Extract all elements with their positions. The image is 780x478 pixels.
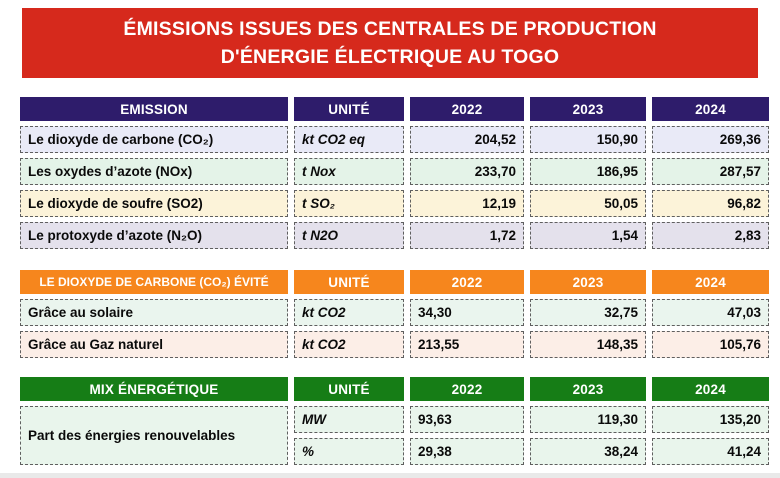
unit-cell: kt CO2 [294, 331, 404, 358]
energy-mix-table: MIX ÉNERGÉTIQUE UNITÉ 2022 2023 2024 Par… [20, 377, 769, 465]
emission-table-title: EMISSION [20, 97, 288, 121]
unit-cell: kt CO2 eq [294, 126, 404, 153]
year-column-header-2022: 2022 [410, 97, 524, 121]
year-column-header-2023: 2023 [530, 270, 646, 294]
row-label-cell: Le dioxyde de soufre (SO2) [20, 190, 288, 217]
unit-cell: kt CO2 [294, 299, 404, 326]
value-cell-2022: 1,72 [410, 222, 524, 249]
year-column-header-2022: 2022 [410, 270, 524, 294]
value-cell-2022: 213,55 [410, 331, 524, 358]
value-cell-2022: 34,30 [410, 299, 524, 326]
value-cell-2024: 105,76 [652, 331, 769, 358]
value-cell-2023: 38,24 [530, 438, 646, 465]
value-cell-2022: 93,63 [410, 406, 524, 433]
row-label-cell: Le dioxyde de carbone (CO₂) [20, 126, 288, 153]
value-cell-2023: 50,05 [530, 190, 646, 217]
unit-column-header: UNITÉ [294, 270, 404, 294]
value-cell-2022: 233,70 [410, 158, 524, 185]
value-cell-2024: 287,57 [652, 158, 769, 185]
value-cell-2023: 186,95 [530, 158, 646, 185]
row-label-cell: Part des énergies renouvelables [20, 406, 288, 465]
year-column-header-2024: 2024 [652, 97, 769, 121]
value-cell-2023: 119,30 [530, 406, 646, 433]
row-label-cell: Le protoxyde d’azote (N₂O) [20, 222, 288, 249]
title-line-2: D'ÉNERGIE ÉLECTRIQUE AU TOGO [220, 46, 560, 68]
unit-cell: t N2O [294, 222, 404, 249]
unit-cell: t Nox [294, 158, 404, 185]
value-cell-2023: 32,75 [530, 299, 646, 326]
unit-column-header: UNITÉ [294, 377, 404, 401]
bottom-edge-strip [0, 473, 780, 478]
energy-mix-table-title: MIX ÉNERGÉTIQUE [20, 377, 288, 401]
title-banner: ÉMISSIONS ISSUES DES CENTRALES DE PRODUC… [22, 8, 758, 78]
value-cell-2023: 150,90 [530, 126, 646, 153]
title-line-1: ÉMISSIONS ISSUES DES CENTRALES DE PRODUC… [123, 17, 657, 40]
unit-column-header: UNITÉ [294, 97, 404, 121]
unit-cell: % [294, 438, 404, 465]
year-column-header-2022: 2022 [410, 377, 524, 401]
avoided-co2-table: LE DIOXYDE DE CARBONE (CO₂) ÉVITÉ UNITÉ … [20, 270, 769, 358]
unit-cell: MW [294, 406, 404, 433]
emission-table: EMISSION UNITÉ 2022 2023 2024 Le dioxyde… [20, 97, 769, 249]
avoided-co2-table-title: LE DIOXYDE DE CARBONE (CO₂) ÉVITÉ [20, 270, 288, 294]
value-cell-2024: 2,83 [652, 222, 769, 249]
year-column-header-2024: 2024 [652, 270, 769, 294]
value-cell-2022: 204,52 [410, 126, 524, 153]
row-label-cell: Grâce au Gaz naturel [20, 331, 288, 358]
value-cell-2024: 135,20 [652, 406, 769, 433]
row-label-cell: Les oxydes d’azote (NOx) [20, 158, 288, 185]
row-label-cell: Grâce au solaire [20, 299, 288, 326]
value-cell-2024: 41,24 [652, 438, 769, 465]
value-cell-2024: 269,36 [652, 126, 769, 153]
unit-cell: t SO₂ [294, 190, 404, 217]
value-cell-2023: 1,54 [530, 222, 646, 249]
value-cell-2022: 12,19 [410, 190, 524, 217]
value-cell-2023: 148,35 [530, 331, 646, 358]
year-column-header-2023: 2023 [530, 97, 646, 121]
value-cell-2024: 47,03 [652, 299, 769, 326]
year-column-header-2024: 2024 [652, 377, 769, 401]
value-cell-2024: 96,82 [652, 190, 769, 217]
value-cell-2022: 29,38 [410, 438, 524, 465]
year-column-header-2023: 2023 [530, 377, 646, 401]
